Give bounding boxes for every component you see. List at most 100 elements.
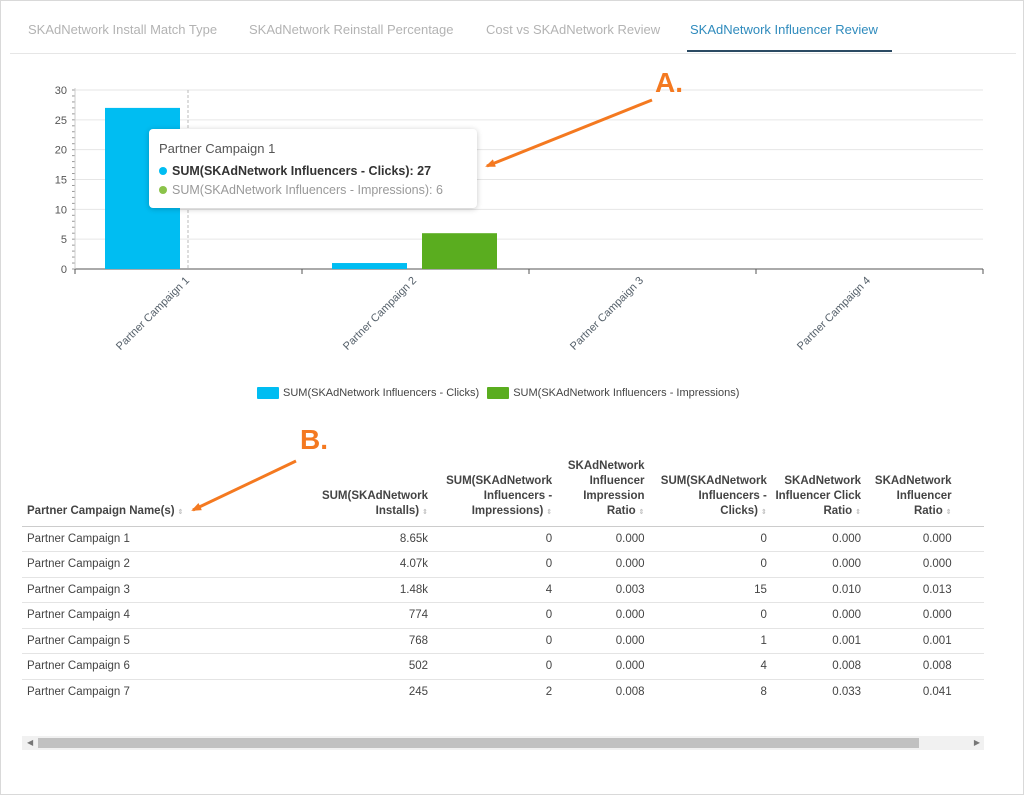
- sort-icon[interactable]: ⇕: [760, 508, 767, 516]
- column-header-label: Partner Campaign Name(s): [27, 504, 175, 517]
- tab-influencer-review[interactable]: SKAdNetwork Influencer Review: [690, 22, 878, 37]
- legend-label: SUM(SKAdNetwork Influencers - Clicks): [283, 387, 480, 399]
- value-cell: 0.008: [770, 653, 866, 680]
- overflow-cell: [955, 653, 984, 680]
- x-category-label: Partner Campaign 1: [114, 275, 192, 353]
- overflow-cell: [955, 602, 984, 629]
- campaign-name-cell: Partner Campaign 5: [22, 628, 308, 654]
- legend-swatch: [257, 387, 279, 399]
- value-cell: 0.000: [770, 551, 866, 578]
- campaign-name-cell: Partner Campaign 7: [22, 679, 308, 702]
- value-cell: 0: [432, 653, 557, 680]
- value-cell: 245: [307, 679, 433, 702]
- series-dot-icon: [159, 166, 167, 175]
- column-header[interactable]: SKAdNetwork Influencer Click Ratio ⇕: [770, 450, 866, 527]
- value-cell: 4.07k: [307, 551, 433, 578]
- scrollbar-thumb[interactable]: [38, 738, 919, 748]
- value-cell: 0: [432, 526, 557, 552]
- x-category-label: Partner Campaign 2: [341, 275, 419, 353]
- scroll-right-arrow-icon[interactable]: ▶: [973, 738, 980, 747]
- value-cell: 1.48k: [307, 577, 433, 603]
- value-cell: 0.000: [770, 526, 866, 552]
- column-header-overflow: [955, 450, 984, 527]
- y-tick-label: 5: [61, 234, 67, 246]
- campaign-name-cell: Partner Campaign 1: [22, 526, 308, 552]
- value-cell: 0.000: [865, 526, 956, 552]
- value-cell: 1: [648, 628, 771, 654]
- sort-icon[interactable]: ⇕: [177, 508, 184, 516]
- value-cell: 0: [432, 602, 557, 629]
- value-cell: 0: [648, 551, 771, 578]
- legend-label: SUM(SKAdNetwork Influencers - Impression…: [513, 387, 740, 399]
- legend-item-impressions[interactable]: SUM(SKAdNetwork Influencers - Impression…: [487, 387, 739, 399]
- tooltip-row-text: SUM(SKAdNetwork Influencers - Impression…: [172, 182, 443, 197]
- y-tick-label: 10: [55, 204, 67, 216]
- value-cell: 0.003: [556, 577, 649, 603]
- chart-tooltip: Partner Campaign 1 SUM(SKAdNetwork Influ…: [149, 129, 477, 208]
- value-cell: 0.010: [770, 577, 866, 603]
- table-row: Partner Campaign 2 4.07k 0 0.000 0 0.000 0.000: [22, 551, 984, 578]
- value-cell: 0.000: [556, 551, 649, 578]
- sort-icon[interactable]: ⇕: [546, 508, 553, 516]
- column-header[interactable]: SUM(SKAdNetwork Influencers - Clicks) ⇕: [648, 450, 771, 527]
- table-row: Partner Campaign 3 1.48k 4 0.003 15 0.010 0.01…: [22, 577, 984, 603]
- tab-install-match-type[interactable]: SKAdNetwork Install Match Type: [28, 22, 218, 37]
- value-cell: 2: [432, 679, 557, 702]
- table-row: Partner Campaign 6 502 0 0.000 4 0.008 0.008: [22, 653, 984, 680]
- annotation-a-label: A.: [655, 67, 683, 98]
- column-header[interactable]: Partner Campaign Name(s) ⇕: [22, 450, 308, 527]
- value-cell: 0.000: [865, 551, 956, 578]
- value-cell: 4: [432, 577, 557, 603]
- value-cell: 0.000: [865, 602, 956, 629]
- value-cell: 0.000: [556, 628, 649, 654]
- scroll-left-arrow-icon[interactable]: ◀: [27, 738, 34, 747]
- sort-icon[interactable]: ⇕: [638, 508, 645, 516]
- overflow-cell: [955, 551, 984, 578]
- value-cell: 0.033: [770, 679, 866, 702]
- horizontal-scrollbar[interactable]: ◀ ▶: [22, 736, 984, 750]
- campaign-name-cell: Partner Campaign 3: [22, 577, 308, 603]
- tooltip-row-impressions: SUM(SKAdNetwork Influencers - Impression…: [159, 180, 467, 199]
- bar-clicks[interactable]: [332, 263, 407, 269]
- value-cell: 8.65k: [307, 526, 433, 552]
- value-cell: 0: [648, 526, 771, 552]
- series-dot-icon: [159, 185, 167, 194]
- table-row: Partner Campaign 7 245 2 0.008 8 0.033 0.041: [22, 679, 984, 702]
- column-header[interactable]: SUM(SKAdNetwork Installs) ⇕: [307, 450, 433, 527]
- column-header-label: SUM(SKAdNetwork Installs): [321, 489, 429, 517]
- tab-reinstall-percentage[interactable]: SKAdNetwork Reinstall Percentage: [249, 22, 454, 37]
- value-cell: 4: [648, 653, 771, 680]
- column-header[interactable]: SUM(SKAdNetwork Influencers - Impression…: [432, 450, 557, 527]
- y-tick-label: 0: [61, 264, 67, 276]
- sort-icon[interactable]: ⇕: [945, 508, 952, 516]
- y-tick-label: 20: [55, 145, 67, 157]
- sort-icon[interactable]: ⇕: [855, 508, 862, 516]
- sort-icon[interactable]: ⇕: [422, 508, 429, 516]
- value-cell: 0: [432, 551, 557, 578]
- value-cell: 502: [307, 653, 433, 680]
- value-cell: 774: [307, 602, 433, 629]
- x-category-label: Partner Campaign 4: [795, 275, 873, 353]
- value-cell: 0.000: [556, 602, 649, 629]
- column-header-label: SUM(SKAdNetwork Influencers - Impression…: [446, 474, 553, 517]
- table-row: Partner Campaign 5 768 0 0.000 1 0.001 0.001: [22, 628, 984, 654]
- column-header[interactable]: SKAdNetwork Influencer Impression Ratio ⇕: [556, 450, 649, 527]
- table-body: Partner Campaign 1 8.65k 0 0.000 0 0.000 0.000…: [22, 526, 984, 702]
- value-cell: 0.000: [770, 602, 866, 629]
- legend-item-clicks[interactable]: SUM(SKAdNetwork Influencers - Clicks): [257, 387, 479, 399]
- overflow-cell: [955, 628, 984, 654]
- y-tick-label: 25: [55, 115, 67, 127]
- tab-cost-vs-skadnetwork[interactable]: Cost vs SKAdNetwork Review: [486, 22, 661, 37]
- overflow-cell: [955, 679, 984, 702]
- column-header[interactable]: SKAdNetwork Influencer Ratio ⇕: [865, 450, 956, 527]
- tooltip-title: Partner Campaign 1: [159, 141, 276, 156]
- value-cell: 15: [648, 577, 771, 603]
- campaign-name-cell: Partner Campaign 6: [22, 653, 308, 680]
- value-cell: 8: [648, 679, 771, 702]
- tab-bar: SKAdNetwork Install Match Type SKAdNetwo…: [10, 0, 1016, 54]
- value-cell: 0.008: [865, 653, 956, 680]
- bar-impressions[interactable]: [422, 233, 497, 269]
- table-row: Partner Campaign 1 8.65k 0 0.000 0 0.000 0.000: [22, 526, 984, 552]
- y-tick-label: 30: [55, 85, 67, 97]
